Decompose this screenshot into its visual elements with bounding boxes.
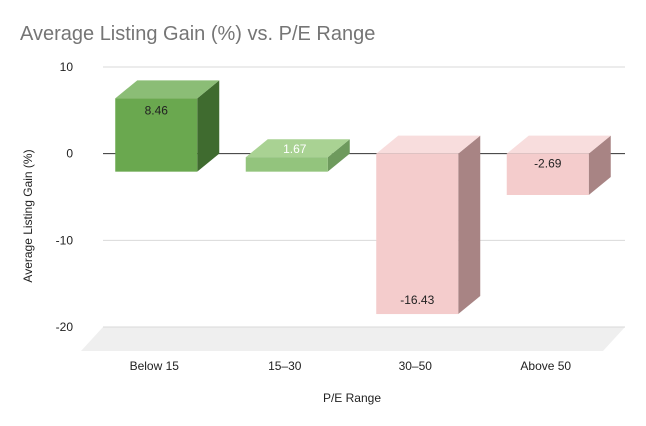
y-tick-label: 0 (66, 147, 73, 161)
x-axis-title: P/E Range (323, 391, 381, 405)
data-label: 8.46 (145, 103, 169, 117)
bar-side (458, 135, 481, 315)
bar-front (245, 157, 328, 172)
bar-top (376, 135, 481, 154)
bar-side (197, 80, 220, 172)
bar-top (115, 80, 220, 99)
bar-side (327, 139, 350, 172)
bar-front (376, 153, 459, 315)
x-tick-label: Above 50 (520, 359, 571, 373)
y-tick-label: -20 (56, 320, 74, 334)
bar (115, 80, 220, 172)
bar (506, 135, 611, 195)
bar-front (115, 98, 198, 172)
chart-title: Average Listing Gain (%) vs. P/E Range (20, 23, 375, 45)
bar (245, 139, 350, 172)
y-tick-label: -10 (56, 233, 74, 247)
x-tick-label: 30–50 (399, 359, 433, 373)
x-tick-label: Below 15 (130, 359, 180, 373)
data-label: -16.43 (400, 293, 434, 307)
bar-top (506, 135, 611, 154)
data-label: -2.69 (534, 157, 562, 171)
data-label: 1.67 (283, 142, 307, 156)
chart-floor (81, 327, 625, 351)
x-tick-label: 15–30 (268, 359, 302, 373)
bar-top (245, 139, 350, 158)
bar-side (588, 135, 611, 195)
y-tick-label: 10 (60, 60, 74, 74)
bar (376, 135, 481, 315)
y-axis-title: Average Listing Gain (%) (21, 149, 35, 282)
bar-front (506, 153, 589, 195)
